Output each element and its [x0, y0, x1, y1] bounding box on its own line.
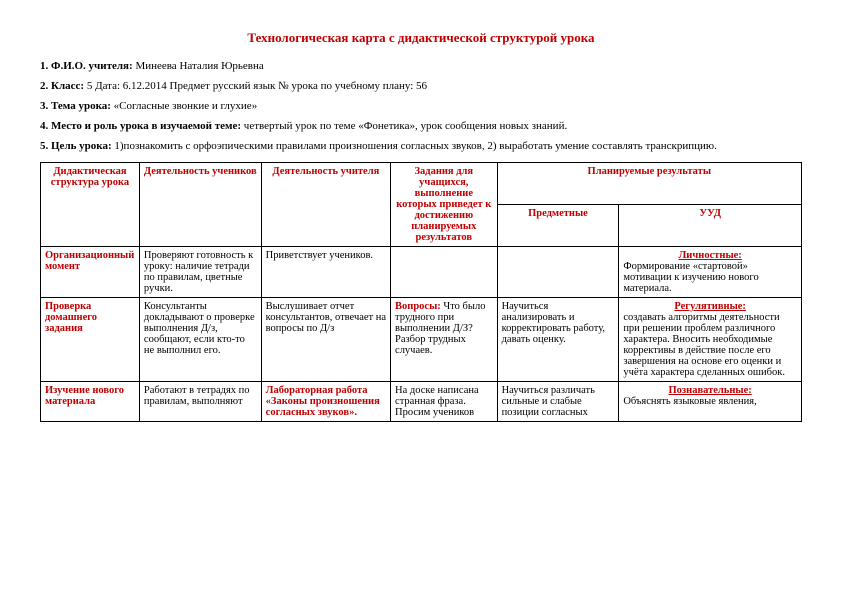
cell-teacher: Лабораторная работа «Законы произношения… — [261, 382, 390, 422]
cell-tasks: Вопросы: Что было трудного при выполнени… — [391, 298, 498, 382]
table-row: Проверка домашнего задания Консультанты … — [41, 298, 802, 382]
meta-line-3: 3. Тема урока: «Согласные звонкие и глух… — [40, 100, 802, 112]
meta-line-4: 4. Место и роль урока в изучаемой теме: … — [40, 120, 802, 132]
cell-teacher: Выслушивает отчет консультантов, отвечае… — [261, 298, 390, 382]
cell-stage: Изучение нового материала — [41, 382, 140, 422]
header-results: Планируемые результаты — [497, 163, 801, 205]
cell-teacher: Приветствует учеников. — [261, 247, 390, 298]
header-structure: Дидактическая структура урока — [41, 163, 140, 247]
cell-subject — [497, 247, 619, 298]
table-row: Изучение нового материала Работают в тет… — [41, 382, 802, 422]
header-teacher-activity: Деятельность учителя — [261, 163, 390, 247]
cell-students: Работают в тетрадях по правилам, выполня… — [139, 382, 261, 422]
cell-students: Консультанты докладывают о проверке выпо… — [139, 298, 261, 382]
cell-uud: Регулятивные: создавать алгоритмы деятел… — [619, 298, 802, 382]
meta-line-5: 5. Цель урока: 1)познакомить с орфоэпиче… — [40, 140, 802, 152]
cell-stage: Проверка домашнего задания — [41, 298, 140, 382]
meta-line-1: 1. Ф.И.О. учителя: Минеева Наталия Юрьев… — [40, 60, 802, 72]
header-student-activity: Деятельность учеников — [139, 163, 261, 247]
cell-uud: Познавательные: Объяснять языковые явлен… — [619, 382, 802, 422]
cell-tasks — [391, 247, 498, 298]
header-subject-results: Предметные — [497, 205, 619, 247]
cell-uud: Личностные: Формирование «стартовой» мот… — [619, 247, 802, 298]
table-row: Организационный момент Проверяют готовно… — [41, 247, 802, 298]
cell-subject: Научиться различать сильные и слабые поз… — [497, 382, 619, 422]
cell-students: Проверяют готовность к уроку: наличие те… — [139, 247, 261, 298]
meta-line-2: 2. Класс: 5 Дата: 6.12.2014 Предмет русс… — [40, 80, 802, 92]
cell-stage: Организационный момент — [41, 247, 140, 298]
page-title: Технологическая карта с дидактической ст… — [40, 30, 802, 46]
lesson-table: Дидактическая структура урока Деятельнос… — [40, 162, 802, 422]
header-uud: УУД — [619, 205, 802, 247]
header-tasks: Задания для учащихся, выполнение которых… — [391, 163, 498, 247]
cell-subject: Научиться анализировать и корректировать… — [497, 298, 619, 382]
cell-tasks: На доске написана странная фраза. Просим… — [391, 382, 498, 422]
table-header-row-1: Дидактическая структура урока Деятельнос… — [41, 163, 802, 205]
